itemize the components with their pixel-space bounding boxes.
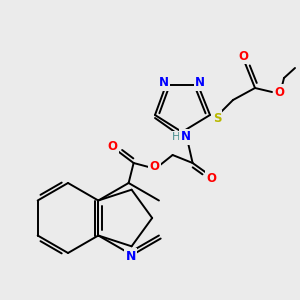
- Text: O: O: [238, 50, 248, 62]
- Text: O: O: [274, 85, 284, 98]
- Text: N: N: [125, 250, 136, 262]
- Text: O: O: [150, 160, 160, 173]
- Text: N: N: [181, 130, 190, 143]
- Text: H: H: [171, 132, 180, 142]
- Text: S: S: [213, 112, 221, 124]
- Text: O: O: [207, 172, 217, 184]
- Text: O: O: [108, 140, 118, 152]
- Text: N: N: [159, 76, 169, 89]
- Text: N: N: [195, 76, 205, 89]
